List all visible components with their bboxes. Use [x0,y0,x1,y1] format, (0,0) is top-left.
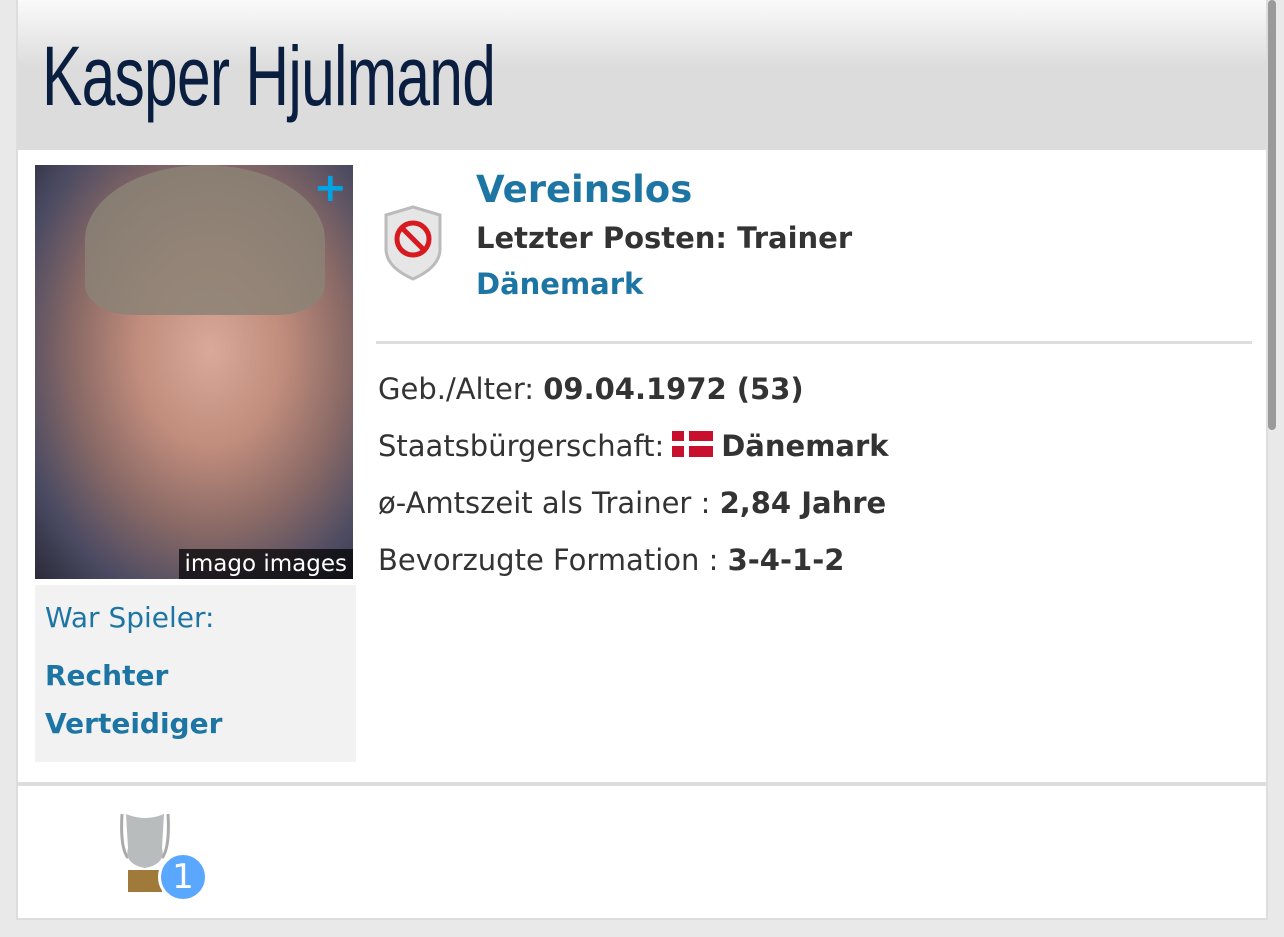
trophy-icon[interactable] [116,808,174,894]
no-club-shield-icon [384,205,442,281]
page-title: Kasper Hjulmand [42,29,496,123]
club-name-link[interactable]: Vereinslos [476,168,693,211]
facts-list: Geb./Alter: 09.04.1972 (53) Staatsbürger… [378,372,889,600]
club-info: Vereinslos Letzter Posten: Trainer Dänem… [476,168,852,301]
photo-credit: imago images [178,549,353,579]
profile-photo[interactable]: + imago images [35,165,353,579]
nation-link[interactable]: Dänemark [476,267,644,301]
divider [376,341,1252,344]
denmark-flag-icon [672,431,714,457]
photo-hair [85,165,325,315]
scrollbar[interactable] [1268,0,1276,430]
fact-citizenship: Staatsbürgerschaft: Dänemark [378,429,889,463]
fact-tenure: ø-Amtszeit als Trainer : 2,84 Jahre [378,486,887,520]
profile-card: Kasper Hjulmand + imago images War Spiel… [16,0,1268,920]
divider [18,782,1266,786]
trophy-count-badge: 1 [158,852,208,902]
player-position-link[interactable]: Rechter Verteidiger [45,659,223,740]
player-position-box: War Spieler: Rechter Verteidiger [35,585,356,762]
player-label: War Spieler: [45,601,215,634]
profile-header: Kasper Hjulmand [18,0,1266,150]
last-post: Letzter Posten: Trainer [476,221,853,255]
plus-icon[interactable]: + [313,165,347,211]
fact-birth: Geb./Alter: 09.04.1972 (53) [378,372,804,406]
fact-formation: Bevorzugte Formation : 3-4-1-2 [378,543,845,577]
